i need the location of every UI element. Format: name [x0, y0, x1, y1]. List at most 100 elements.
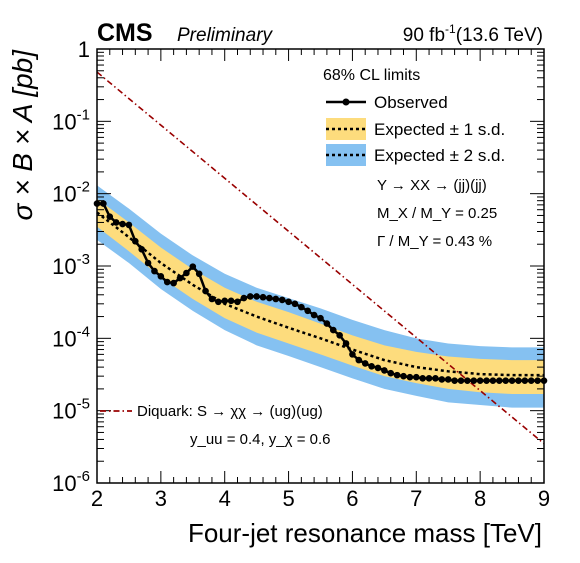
- y-tick-base: 10: [52, 182, 76, 207]
- couplings-label: y_uu = 0.4, y_χ = 0.6: [190, 431, 330, 448]
- observed-point: [527, 377, 535, 384]
- legend-theory: Diquark: S → χχ → (ug)(ug): [100, 403, 323, 420]
- observed-point: [106, 213, 114, 221]
- observed-point: [476, 377, 484, 384]
- observed-point: [438, 376, 446, 383]
- observed-point: [406, 373, 414, 381]
- observed-point: [534, 377, 541, 384]
- observed-point: [355, 356, 363, 364]
- legend-observed-label: Observed: [374, 93, 448, 112]
- observed-point: [342, 340, 350, 347]
- y-tick-label: 10-4: [52, 323, 90, 351]
- observed-point: [176, 274, 184, 282]
- observed-point: [425, 375, 433, 382]
- observed-point: [464, 377, 471, 384]
- y-tick-exponent: -1: [77, 106, 90, 123]
- observed-point: [387, 369, 395, 377]
- x-tick-label: 8: [474, 486, 486, 511]
- y-tick-label: 10-3: [52, 251, 90, 279]
- observed-point: [151, 267, 158, 275]
- observed-point: [208, 295, 216, 303]
- observed-point: [125, 221, 133, 229]
- observed-point: [323, 320, 331, 327]
- observed-point: [215, 298, 222, 306]
- observed-point: [502, 377, 509, 384]
- observed-point: [272, 295, 280, 303]
- status-label: Preliminary: [177, 25, 274, 46]
- observed-point: [240, 294, 248, 302]
- observed-point: [336, 332, 343, 339]
- observed-point: [432, 375, 439, 382]
- observed-point: [483, 377, 490, 384]
- legend-expected-1sd: Expected ± 1 s.d.: [326, 118, 505, 140]
- y-tick-label: 10-5: [52, 396, 90, 424]
- observed-point: [266, 294, 273, 302]
- observed-point: [349, 351, 356, 358]
- observed-point: [227, 297, 235, 305]
- observed-point: [195, 270, 203, 278]
- observed-point: [521, 377, 529, 384]
- observed-point: [400, 372, 407, 380]
- legend-observed: Observed: [326, 93, 448, 112]
- legend-1sd-label: Expected ± 1 s.d.: [374, 120, 505, 139]
- observed-point: [393, 371, 401, 379]
- y-tick-label: 10-2: [52, 179, 90, 207]
- observed-point: [419, 375, 426, 382]
- y-tick-base: 10: [52, 254, 76, 279]
- observed-point: [221, 297, 229, 305]
- x-tick-label: 2: [91, 486, 103, 511]
- observed-point: [119, 220, 126, 228]
- observed-point: [412, 373, 420, 381]
- legend-theory-label: Diquark: S → χχ → (ug)(ug): [137, 403, 323, 420]
- observed-point: [470, 377, 478, 384]
- observed-point: [508, 377, 516, 384]
- lumi-value: 90 fb: [403, 25, 445, 46]
- observed-point: [317, 314, 324, 322]
- legend-expected-2sd: Expected ± 2 s.d.: [326, 144, 505, 166]
- observed-point: [381, 367, 388, 374]
- observed-point: [246, 293, 254, 300]
- expected-2sd-band: [97, 185, 544, 408]
- x-tick-label: 7: [410, 486, 422, 511]
- width-ratio-label: Γ / M_Y = 0.43 %: [377, 233, 492, 250]
- y-tick-base: 10: [52, 399, 76, 424]
- observed-point: [234, 298, 241, 306]
- expected-1sd-band: [97, 198, 544, 394]
- observed-point: [189, 263, 197, 270]
- lumi-exponent: -1: [445, 22, 456, 36]
- y-tick-exponent: -3: [77, 251, 90, 268]
- observed-point: [138, 246, 145, 253]
- y-tick-exponent: -6: [77, 468, 90, 485]
- mass-ratio-label: M_X / M_Y = 0.25: [377, 205, 497, 222]
- observed-point: [368, 363, 375, 370]
- observed-point: [112, 219, 120, 226]
- observed-point: [310, 311, 318, 319]
- y-tick-label: 10-6: [52, 468, 90, 496]
- observed-point: [132, 237, 139, 245]
- expected-median-line: [96, 211, 544, 377]
- observed-point: [489, 377, 497, 384]
- luminosity-label: 90 fb-1(13.6 TeV): [403, 22, 543, 46]
- x-tick-label: 5: [282, 486, 294, 511]
- y-tick-base: 10: [52, 326, 76, 351]
- y-tick-base: 1: [78, 37, 90, 62]
- observed-point: [515, 377, 522, 384]
- observed-point: [304, 307, 312, 315]
- x-tick-label: 6: [346, 486, 358, 511]
- observed-point: [163, 278, 171, 286]
- observed-point: [374, 364, 382, 372]
- observed-point: [278, 296, 286, 304]
- legend-2sd-label: Expected ± 2 s.d.: [374, 146, 505, 165]
- y-tick-label: 10-1: [52, 106, 90, 134]
- observed-point: [291, 300, 299, 308]
- observed-point: [361, 360, 369, 367]
- observed-point: [285, 298, 292, 306]
- y-axis-title: σ × B × A [pb]: [7, 49, 38, 221]
- energy-label: (13.6 TeV): [456, 25, 543, 46]
- x-tick-label: 3: [155, 486, 167, 511]
- observed-point: [253, 293, 260, 300]
- observed-point: [100, 200, 107, 207]
- x-tick-label: 9: [538, 486, 550, 511]
- y-tick-base: 10: [52, 109, 76, 134]
- observed-point: [457, 377, 465, 384]
